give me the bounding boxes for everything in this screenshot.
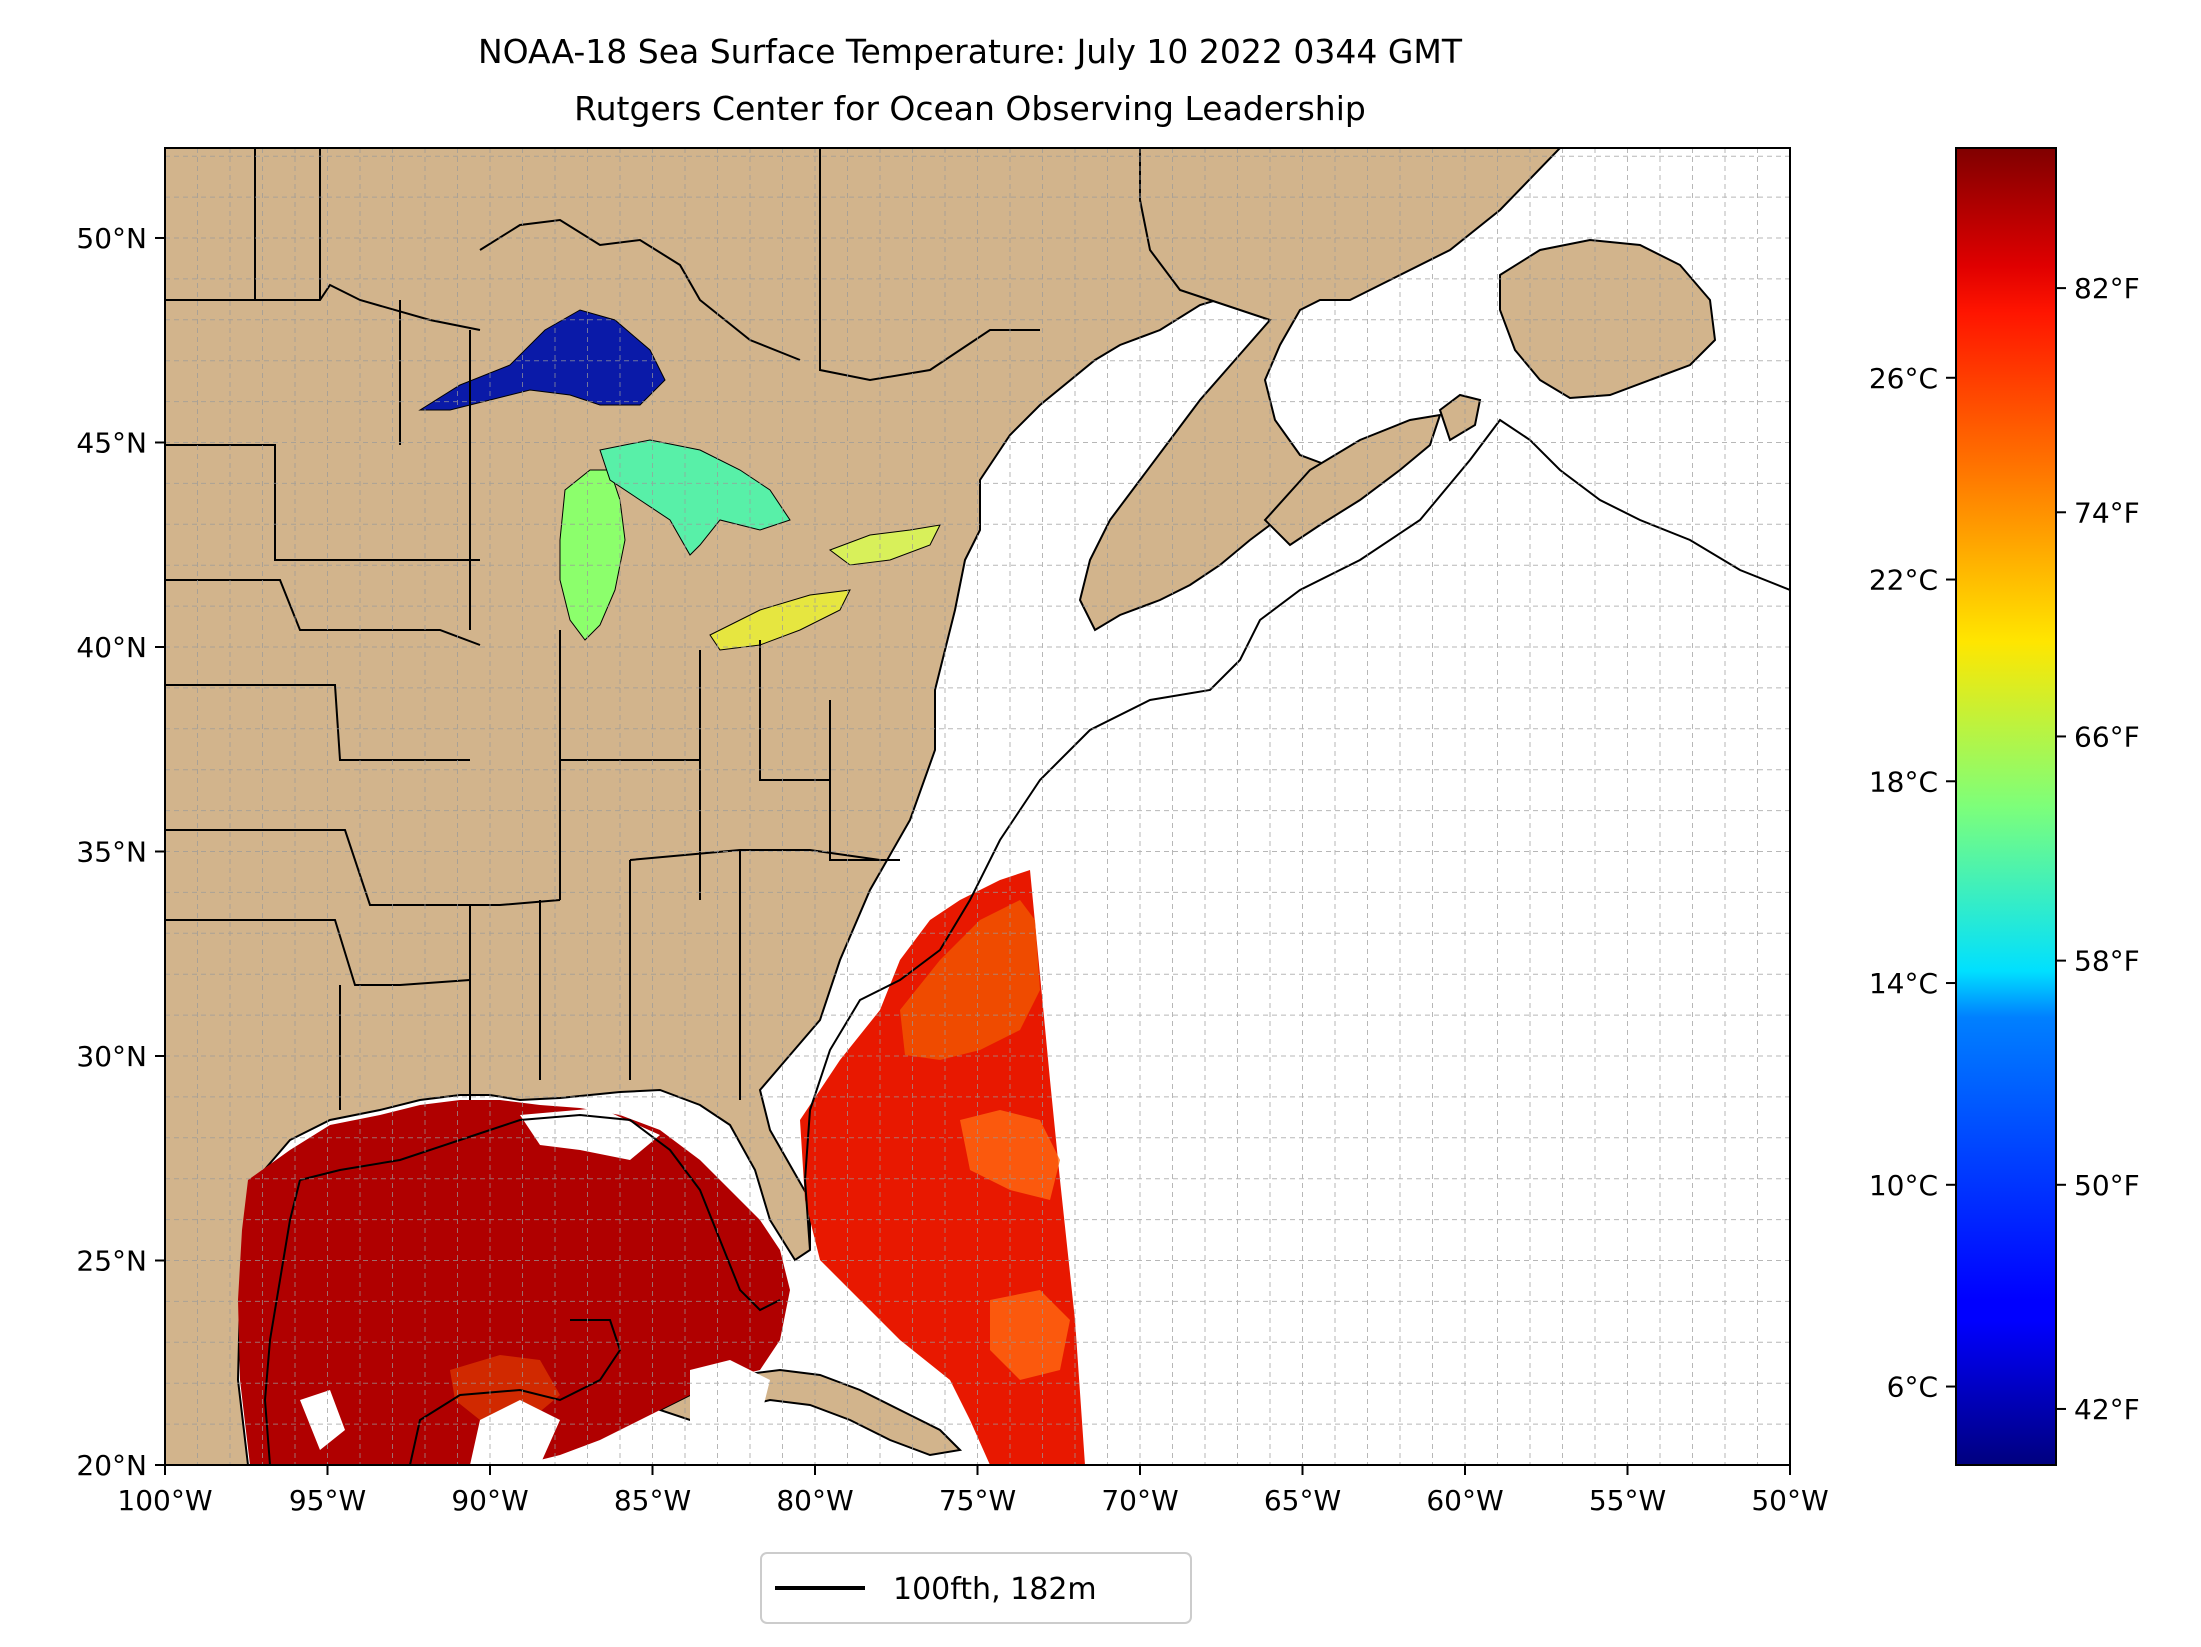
lat-tick-label: 35°N — [76, 835, 147, 868]
fahrenheit-tick-label: 74°F — [2074, 496, 2140, 529]
atlantic-sst-warm-north — [900, 900, 1040, 1060]
fahrenheit-tick-label: 82°F — [2074, 272, 2140, 305]
celsius-tick-label: 22°C — [1869, 564, 1938, 597]
celsius-tick-label: 10°C — [1869, 1169, 1938, 1202]
map-gridlines — [165, 148, 1790, 1465]
lat-tick-label: 30°N — [76, 1040, 147, 1073]
isobath-yucatan — [409, 1319, 622, 1465]
fahrenheit-tick-label: 50°F — [2074, 1169, 2140, 1202]
gulf-sst-cool-patch — [450, 1355, 560, 1420]
isobath-gulf — [263, 1113, 781, 1465]
lon-tick-label: 50°W — [1751, 1484, 1828, 1517]
newfoundland-land — [1499, 238, 1717, 400]
lon-tick-label: 65°W — [1264, 1484, 1341, 1517]
lon-tick-label: 75°W — [939, 1484, 1016, 1517]
lat-tick-label: 25°N — [76, 1244, 147, 1277]
title-line-1: NOAA-18 Sea Surface Temperature: July 10… — [478, 32, 1463, 71]
lake-superior — [418, 309, 666, 411]
isobath-100fth — [263, 418, 1790, 1465]
lon-tick-label: 70°W — [1101, 1484, 1178, 1517]
lon-tick-label: 55°W — [1589, 1484, 1666, 1517]
fahrenheit-tick-label: 42°F — [2074, 1393, 2140, 1426]
gulf-cloud-gaps — [300, 1108, 770, 1465]
great-lakes — [418, 309, 941, 651]
political-borders — [165, 148, 1040, 1110]
nova-scotia-land — [1263, 413, 1442, 547]
lat-tick-label: 40°N — [76, 631, 147, 664]
colorbar: 6°C 10°C 14°C 18°C 22°C 26°C 42°F 50°F 58°F 66°F 7… — [1869, 147, 2140, 1466]
lat-tick-label: 20°N — [76, 1449, 147, 1482]
lon-tick-label: 90°W — [451, 1484, 528, 1517]
lake-erie — [709, 589, 851, 651]
celsius-tick-label: 18°C — [1869, 765, 1938, 798]
lake-huron — [599, 439, 791, 556]
legend-box — [760, 1552, 1192, 1624]
lon-tick-label: 60°W — [1426, 1484, 1503, 1517]
latitude-axis: 20°N 25°N 30°N 35°N 40°N 45°N 50°N — [76, 222, 165, 1482]
legend-label: 100fth, 182m — [893, 1572, 1097, 1607]
lon-tick-label: 80°W — [776, 1484, 853, 1517]
map-panel — [165, 148, 1790, 1465]
cape-breton-land — [1438, 393, 1482, 442]
title-line-2: Rutgers Center for Ocean Observing Leade… — [574, 89, 1366, 128]
north-america-land — [165, 148, 1312, 1465]
longitude-axis: 100°W 95°W 90°W 85°W 80°W 75°W 70°W 65°W 60°W 55°… — [117, 1465, 1829, 1517]
celsius-tick-label: 26°C — [1869, 362, 1938, 395]
celsius-tick-label: 6°C — [1887, 1371, 1938, 1404]
lat-tick-label: 50°N — [76, 222, 147, 255]
fahrenheit-tick-label: 58°F — [2074, 945, 2140, 978]
colorbar-gradient — [1955, 147, 2057, 1466]
lon-tick-label: 100°W — [117, 1484, 212, 1517]
lon-tick-label: 85°W — [614, 1484, 691, 1517]
colorbar-ticks: 6°C 10°C 14°C 18°C 22°C 26°C 42°F 50°F 58°F 66°F 7… — [1869, 272, 2140, 1426]
maritimes-land — [1078, 148, 1562, 632]
celsius-tick-label: 14°C — [1869, 967, 1938, 1000]
fahrenheit-tick-label: 66°F — [2074, 720, 2140, 753]
legend: 100fth, 182m — [760, 1552, 1192, 1624]
isobath-atlantic — [803, 418, 1790, 1251]
lat-tick-label: 45°N — [76, 426, 147, 459]
lon-tick-label: 95°W — [289, 1484, 366, 1517]
